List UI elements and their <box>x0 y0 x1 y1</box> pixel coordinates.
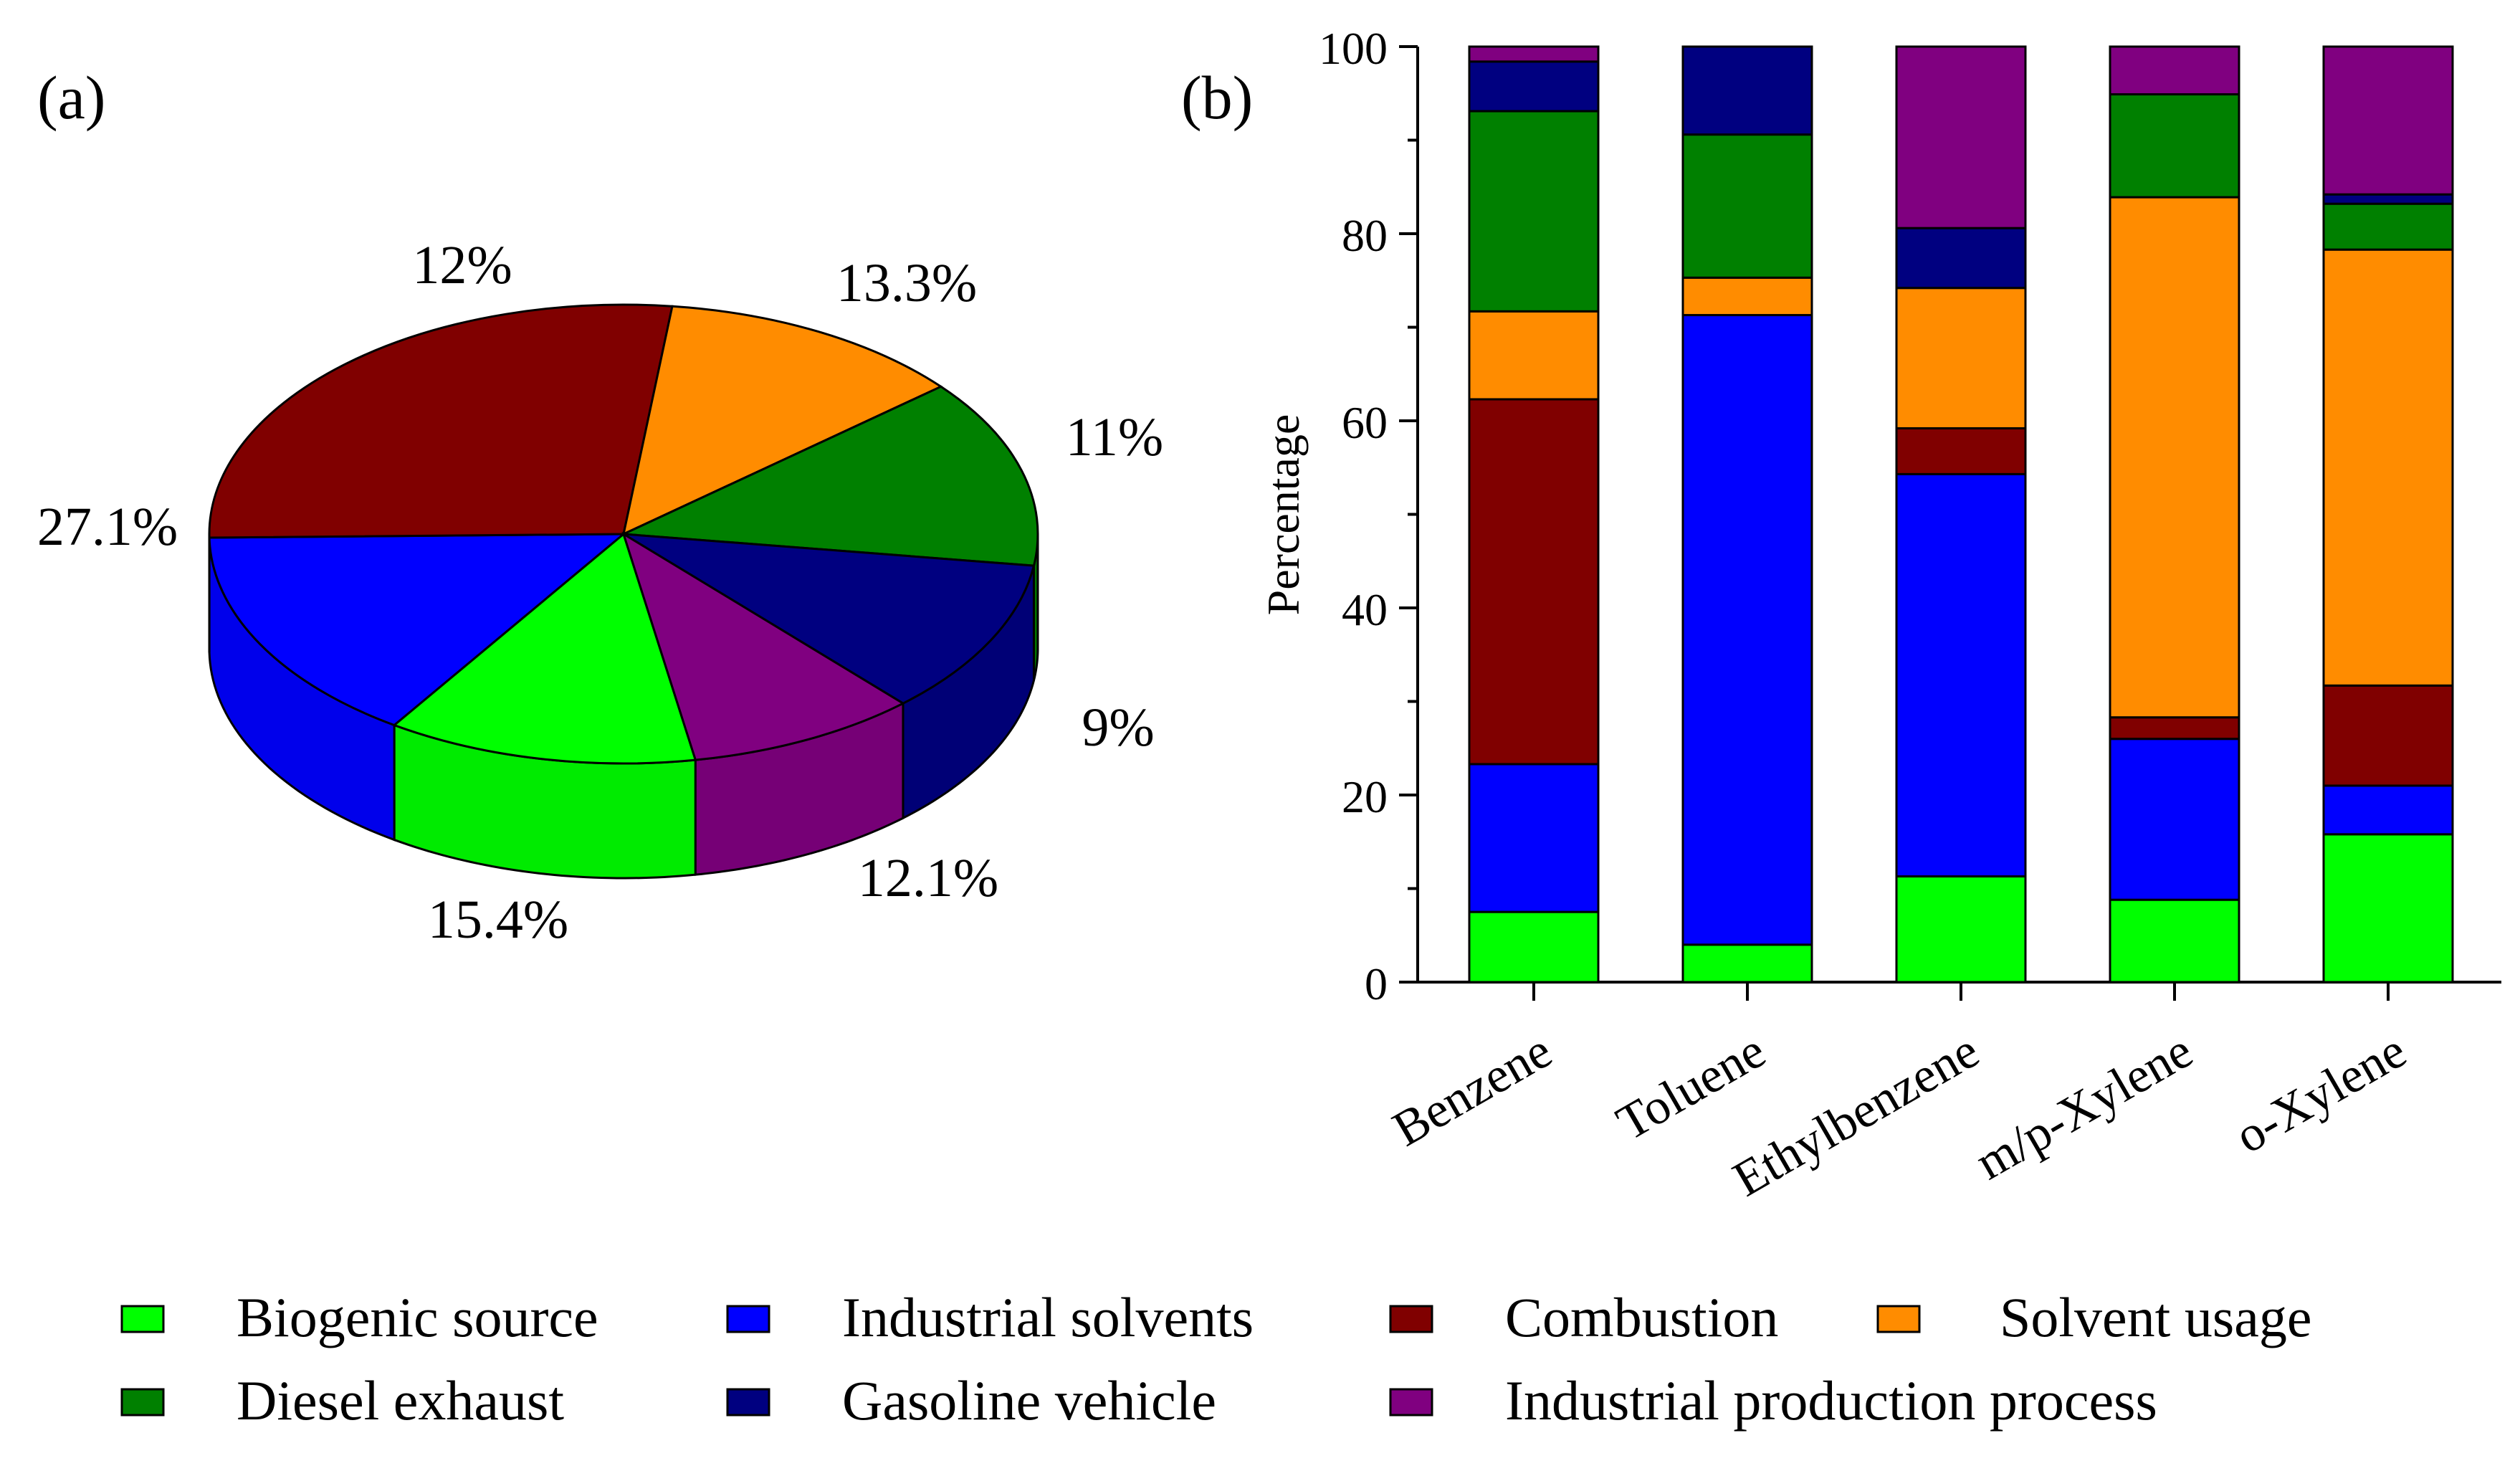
x-tick-label: Benzene <box>1384 1023 1561 1157</box>
pie-chart: 12.1% 15.4% 27.1% 12% 13.3% 11% 9% <box>37 235 1163 950</box>
pie-slice-2 <box>208 303 674 539</box>
y-tick-label: 60 <box>1342 397 1388 448</box>
bar-segment <box>1681 314 1813 946</box>
bar-segment <box>1681 276 1813 317</box>
bar-segment <box>1468 60 1600 113</box>
bar-segment <box>2322 684 2454 787</box>
pie-slice-5 <box>623 533 1036 705</box>
y-tick-label: 20 <box>1342 771 1388 822</box>
legend-swatch <box>726 1305 770 1333</box>
pie-value-label: 11% <box>1066 407 1164 467</box>
bar-segment <box>1895 287 2027 429</box>
pie-slice-0 <box>392 532 697 765</box>
bar-segment <box>2109 196 2240 719</box>
pie-slice-6 <box>621 531 906 761</box>
legend-label: Biogenic source <box>237 1286 598 1348</box>
legend: Biogenic source Industrial solvents Combus… <box>120 1286 2311 1432</box>
bar-segment <box>2322 45 2454 196</box>
bar-segment <box>2322 784 2454 836</box>
pie-value-label: 12% <box>412 235 512 295</box>
legend-swatch <box>120 1305 165 1333</box>
bar-segment <box>1895 472 2027 878</box>
x-tick-label: Ethylbenzene <box>1724 1023 1988 1207</box>
y-tick-label: 40 <box>1342 584 1388 635</box>
bar-segment <box>1468 45 1600 63</box>
bar-segment <box>1468 110 1600 313</box>
bar-segment <box>1681 943 1813 984</box>
bar-segment <box>2109 93 2240 199</box>
x-tick-label: Toluene <box>1608 1023 1775 1151</box>
bar-segment <box>1681 133 1813 279</box>
bar-segment <box>1681 45 1813 136</box>
legend-swatch <box>1876 1305 1921 1333</box>
y-tick-label: 0 <box>1365 958 1388 1009</box>
bar-segment <box>2109 716 2240 741</box>
panel-b-label: (b) <box>1181 63 1253 132</box>
bar-segment <box>1468 910 1600 984</box>
bar-segment <box>1468 310 1600 401</box>
bar-segment <box>1895 227 2027 290</box>
legend-label: Industrial production process <box>1505 1369 2157 1432</box>
legend-label: Gasoline vehicle <box>842 1369 1216 1432</box>
bar-segment <box>2322 833 2454 984</box>
pie-slice-1 <box>208 533 627 727</box>
legend-label: Diesel exhaust <box>237 1369 564 1432</box>
y-axis-label: Percentage <box>1258 414 1309 616</box>
bar-segment <box>2109 738 2240 901</box>
legend-swatch <box>1389 1305 1433 1333</box>
pie-value-label: 27.1% <box>37 497 178 557</box>
legend-label: Solvent usage <box>2000 1286 2311 1348</box>
y-tick-label: 80 <box>1342 210 1388 261</box>
bar-segment <box>2109 45 2240 96</box>
pie-value-label: 15.4% <box>428 890 568 950</box>
pie-slice-4 <box>619 385 1039 567</box>
bar-segment <box>2109 898 2240 984</box>
panel-a-label: (a) <box>37 63 105 132</box>
bar-segment <box>1895 45 2027 229</box>
legend-label: Industrial solvents <box>842 1286 1254 1348</box>
bar-segment <box>2322 193 2454 205</box>
bar-segment <box>1895 875 2027 984</box>
legend-swatch <box>1389 1388 1433 1417</box>
pie-value-label: 12.1% <box>858 848 998 908</box>
bar-segment <box>1468 398 1600 766</box>
legend-label: Combustion <box>1505 1286 1778 1348</box>
pie-value-label: 13.3% <box>836 253 977 313</box>
x-tick-label: o-Xylene <box>2226 1023 2415 1164</box>
x-tick-label: m/p-Xylene <box>1967 1023 2202 1191</box>
bar-segment <box>1895 427 2027 475</box>
legend-swatch <box>726 1388 770 1417</box>
y-tick-label: 100 <box>1319 23 1388 74</box>
bar-segment <box>2322 248 2454 687</box>
bar-segment <box>2322 202 2454 251</box>
stacked-bar-chart: 0 20 40 60 80 100 Percentage Benzene TolueneEthy… <box>1258 23 2501 1207</box>
pie-slice-3 <box>621 305 943 536</box>
legend-swatch <box>120 1388 165 1417</box>
pie-value-label: 9% <box>1082 698 1154 758</box>
bar-segment <box>1468 763 1600 913</box>
